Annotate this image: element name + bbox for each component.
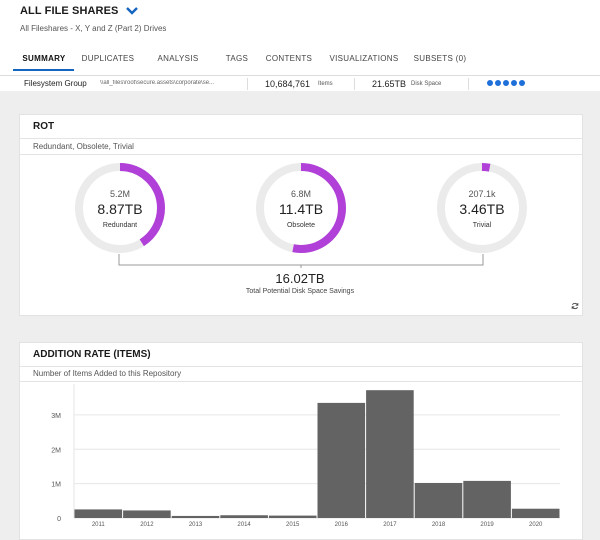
dot: [487, 80, 493, 86]
x-tick-label: 2012: [140, 522, 154, 528]
bar-2012[interactable]: [123, 510, 171, 518]
ring-label: Obsolete: [286, 222, 316, 229]
bar-2019[interactable]: [463, 480, 511, 518]
ring-label: Trivial: [472, 222, 492, 229]
divider: [20, 138, 582, 139]
ring-size: 3.46TB: [459, 201, 505, 217]
tab-tags[interactable]: TAGS: [225, 54, 249, 63]
filesystem-label: Filesystem Group: [24, 79, 87, 88]
dot: [519, 80, 525, 86]
x-tick-label: 2018: [432, 522, 446, 528]
total-savings-label: Total Potential Disk Space Savings: [245, 288, 355, 295]
disk-space-value: 21.65TB: [372, 79, 407, 89]
title-row: ALL FILE SHARES: [20, 5, 139, 17]
page-title: ALL FILE SHARES: [20, 5, 119, 17]
bar-2018[interactable]: [414, 482, 463, 518]
addition-subtitle: Number of Items Added to this Repository: [33, 369, 182, 378]
y-tick-label: 2M: [51, 447, 61, 454]
divider: [20, 366, 582, 367]
x-tick-label: 2017: [383, 522, 397, 528]
active-tab-indicator: [13, 69, 74, 71]
divider: [468, 78, 469, 90]
donut-trivial: [437, 163, 527, 253]
y-tick-label: 0: [57, 516, 61, 523]
bar-2014[interactable]: [220, 515, 268, 518]
items-count: 10,684,761: [265, 79, 311, 89]
x-tick-label: 2015: [286, 522, 300, 528]
ring-count: 207.1k: [468, 189, 496, 199]
page-subtitle: All Fileshares - X, Y and Z (Part 2) Dri…: [20, 24, 167, 33]
addition-rate-chart: 0 1M 2M 3M 2011 2012 2013 2014 2015 2016 2017 2018 2…: [51, 384, 560, 528]
tab-analysis[interactable]: ANALYSIS: [157, 54, 199, 63]
donut-obsolete: [256, 163, 346, 253]
donut-redundant: [75, 163, 165, 253]
total-savings-value: 16.02TB: [275, 271, 325, 286]
ring-count: 6.8M: [290, 189, 311, 199]
tab-contents[interactable]: CONTENTS: [265, 54, 313, 63]
divider: [354, 78, 355, 90]
ring-arc: [256, 163, 346, 253]
dot: [495, 80, 501, 86]
bar-2011[interactable]: [74, 509, 123, 518]
divider: [20, 381, 582, 382]
x-tick-label: 2014: [237, 522, 251, 528]
refresh-icon[interactable]: [571, 302, 579, 310]
y-tick-label: 1M: [51, 482, 61, 489]
ring-label: Redundant: [102, 222, 138, 229]
ring-arc: [437, 163, 527, 253]
divider: [247, 78, 248, 90]
ring-size: 11.4TB: [278, 201, 324, 217]
dot: [503, 80, 509, 86]
rot-title: ROT: [33, 121, 55, 132]
rot-card: ROT Redundant, Obsolete, Trivial: [19, 114, 583, 316]
items-unit: Items: [318, 81, 333, 87]
bar-2013[interactable]: [171, 515, 220, 518]
tab-bar: SUMMARY DUPLICATES ANALYSIS TAGS CONTENT…: [0, 52, 600, 72]
dot: [511, 80, 517, 86]
ring-count: 5.2M: [109, 189, 130, 199]
addition-title: ADDITION RATE (ITEMS): [33, 349, 151, 360]
filesystem-path[interactable]: \\all_files\root\secure.assets\corporate…: [100, 80, 215, 86]
ring-trivial[interactable]: 207.1k 3.46TB Trivial: [435, 161, 529, 255]
x-tick-label: 2011: [92, 522, 106, 528]
divider: [20, 154, 582, 155]
total-bracket: [118, 254, 484, 268]
ring-obsolete[interactable]: 6.8M 11.4TB Obsolete: [254, 161, 348, 255]
disk-space-unit: Disk Space: [411, 81, 442, 87]
rot-subtitle: Redundant, Obsolete, Trivial: [33, 142, 134, 151]
y-tick-label: 3M: [51, 413, 61, 420]
tab-subsets[interactable]: SUBSETS (0): [413, 54, 467, 63]
bar-2017[interactable]: [366, 390, 414, 518]
loading-dots-icon[interactable]: [487, 80, 525, 86]
page-header: ALL FILE SHARES All Fileshares - X, Y an…: [0, 0, 600, 91]
bar-2016[interactable]: [317, 402, 366, 518]
ring-arc: [75, 163, 165, 253]
x-tick-label: 2020: [529, 522, 543, 528]
filesystem-row: Filesystem Group \\all_files\root\secure…: [0, 75, 600, 91]
tab-summary[interactable]: SUMMARY: [22, 54, 66, 63]
tab-duplicates[interactable]: DUPLICATES: [81, 54, 135, 63]
x-tick-label: 2013: [189, 522, 203, 528]
ring-size: 8.87TB: [97, 201, 143, 217]
tab-visualizations[interactable]: VISUALIZATIONS: [329, 54, 399, 63]
chevron-down-icon[interactable]: [126, 6, 139, 16]
x-tick-label: 2019: [480, 522, 494, 528]
ring-redundant[interactable]: 5.2M 8.87TB Redundant: [73, 161, 167, 255]
bar-2020[interactable]: [511, 508, 560, 518]
bar-2015[interactable]: [268, 515, 317, 518]
x-tick-label: 2016: [335, 522, 349, 528]
